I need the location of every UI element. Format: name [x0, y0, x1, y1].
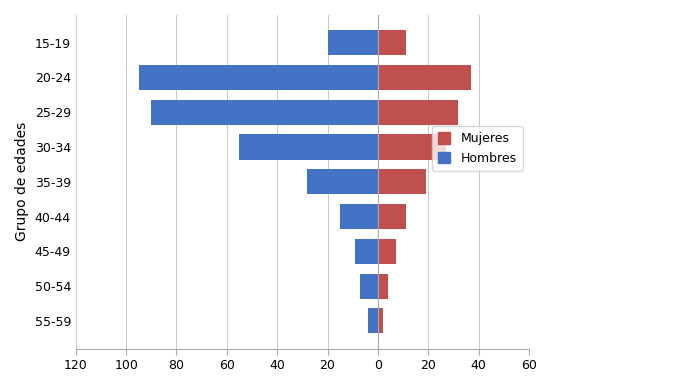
- Bar: [378, 204, 406, 229]
- Y-axis label: Grupo de edades: Grupo de edades: [15, 122, 29, 241]
- Bar: [378, 274, 388, 299]
- Bar: [340, 204, 378, 229]
- Bar: [240, 135, 378, 159]
- Legend: Mujeres, Hombres: Mujeres, Hombres: [431, 126, 523, 171]
- Bar: [355, 239, 378, 264]
- Bar: [378, 169, 426, 194]
- Bar: [139, 65, 378, 90]
- Bar: [378, 308, 383, 334]
- Bar: [378, 100, 458, 125]
- Bar: [378, 135, 446, 159]
- Bar: [378, 65, 471, 90]
- Bar: [308, 169, 378, 194]
- Bar: [360, 274, 378, 299]
- Bar: [328, 30, 378, 55]
- Bar: [378, 239, 396, 264]
- Bar: [378, 30, 406, 55]
- Bar: [368, 308, 378, 334]
- Bar: [151, 100, 378, 125]
